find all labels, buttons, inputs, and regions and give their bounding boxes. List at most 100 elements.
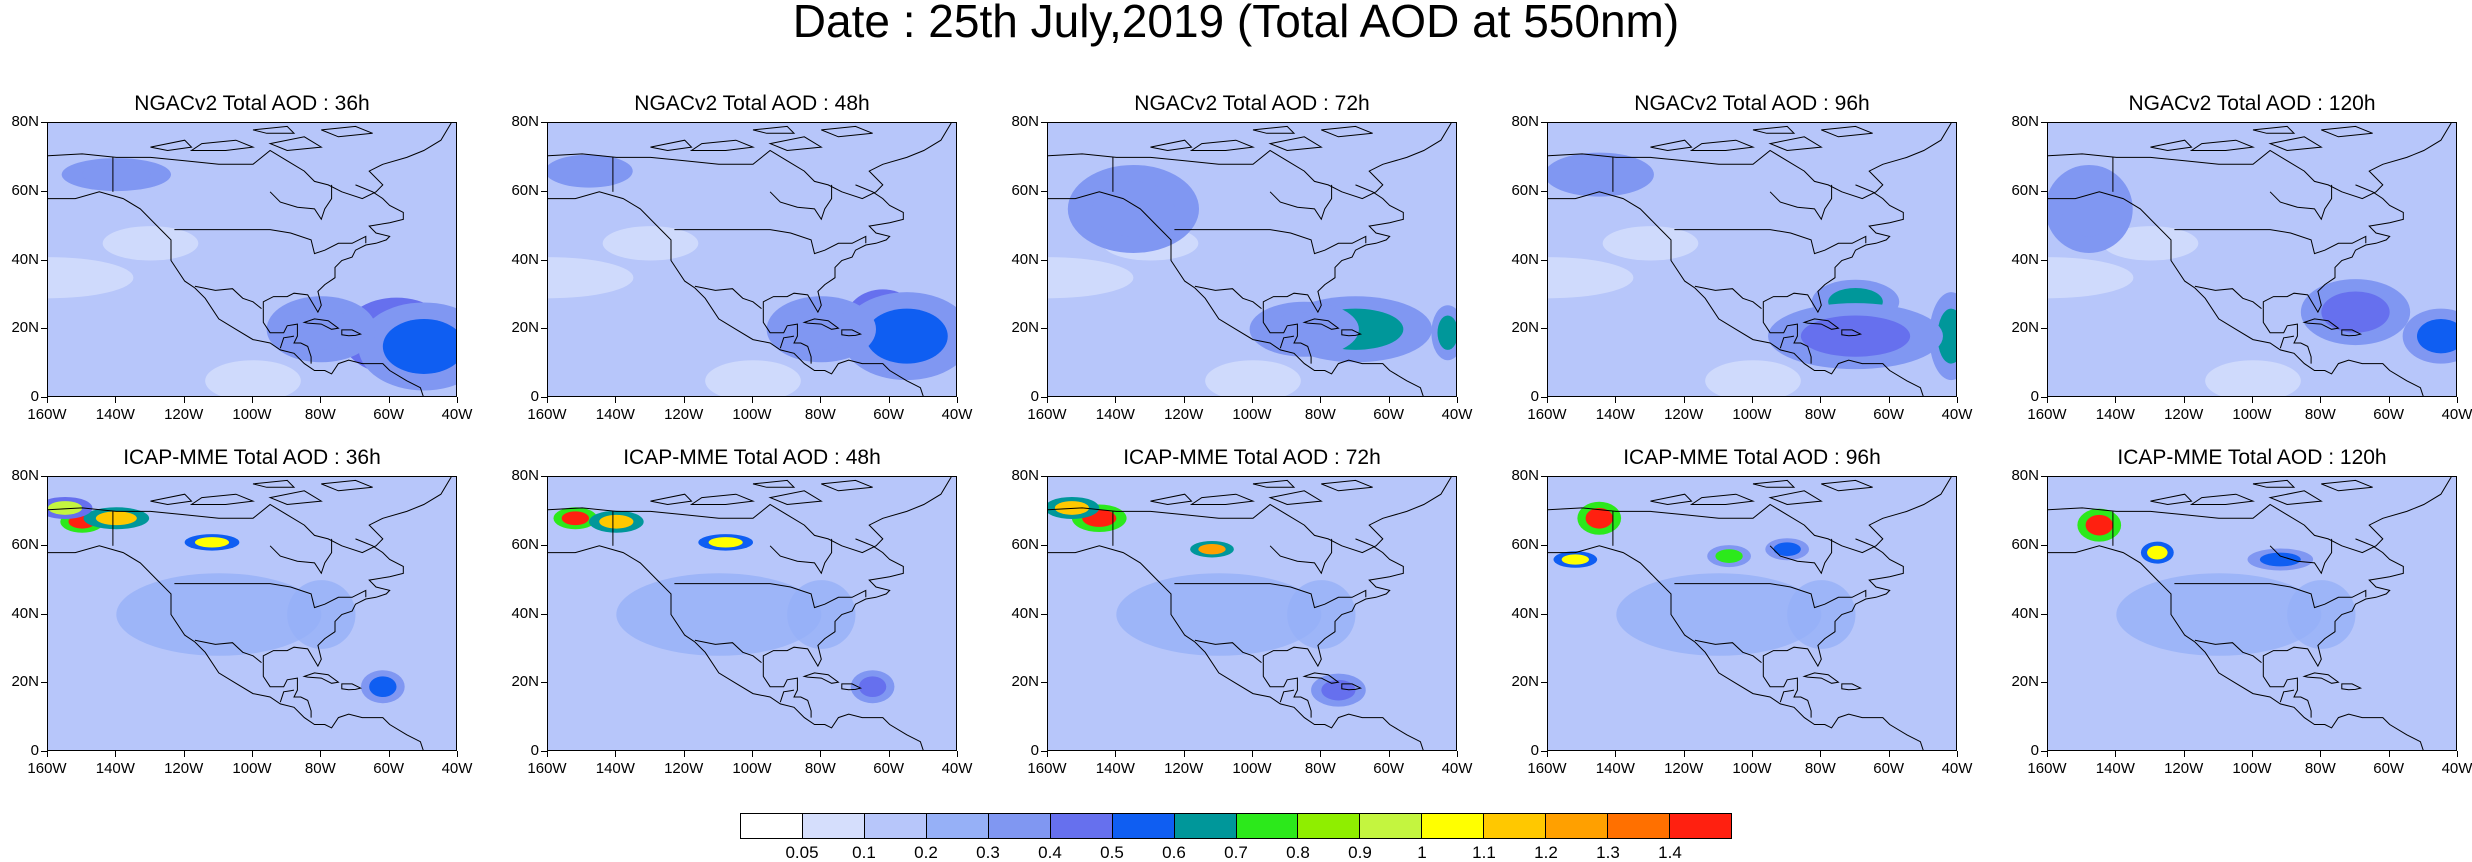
- coastline-yucatan: [762, 662, 812, 718]
- country-border: [1279, 335, 1295, 349]
- x-tick: [1957, 397, 1958, 403]
- aod-background-band: [2116, 573, 2322, 656]
- x-tick: [615, 397, 617, 403]
- x-tick: [1252, 751, 1253, 757]
- x-tick: [1683, 397, 1685, 403]
- island-cuba: [1802, 672, 1840, 684]
- country-border: [674, 229, 867, 255]
- x-tick: [2115, 751, 2117, 757]
- y-tick-label: 60N: [11, 535, 39, 553]
- aod-background-band: [48, 257, 134, 299]
- map-panel-icap-36: ICAP-MME Total AOD : 36h 80N 60N 40N 20N 0 160…: [11, 446, 472, 777]
- x-tick-label: 40W: [941, 406, 973, 423]
- y-tick-label: 80N: [2011, 113, 2039, 130]
- panel-title: ICAP-MME Total AOD : 36h: [123, 446, 381, 469]
- arctic-island: [1689, 493, 1755, 505]
- coastline-arctic: [1048, 477, 1452, 554]
- x-tick-label: 60W: [1873, 760, 1905, 777]
- arctic-island: [1189, 139, 1255, 151]
- y-tick: [41, 544, 47, 546]
- x-tick: [457, 397, 458, 403]
- colorbar-label: 0.3: [976, 843, 1000, 862]
- y-tick-label: 60N: [511, 535, 539, 553]
- x-tick-label: 160W: [27, 406, 67, 423]
- y-tick: [1541, 613, 1547, 615]
- x-tick-label: 140W: [2095, 760, 2135, 777]
- aod-plume: [287, 308, 356, 350]
- y-tick: [541, 328, 547, 330]
- country-border: [1194, 639, 1262, 663]
- y-tick-label: 20N: [2011, 319, 2039, 337]
- y-tick-label: 60N: [511, 181, 539, 199]
- x-tick: [1820, 751, 1822, 757]
- y-tick-label: 60N: [2011, 181, 2039, 199]
- colorbar-segment: [1608, 814, 1671, 838]
- coastline-pacific: [48, 545, 424, 750]
- x-tick: [115, 397, 117, 403]
- x-tick-label: 120W: [664, 760, 704, 777]
- island-cuba: [2302, 672, 2340, 684]
- coastline-atlantic: [2262, 184, 2404, 314]
- y-tick: [541, 613, 547, 615]
- aod-background-band: [2102, 226, 2199, 261]
- y-tick-label: 0: [1030, 388, 1039, 405]
- island-cuba: [302, 318, 340, 330]
- y-tick: [2041, 476, 2047, 477]
- colorbar-segment: [1422, 814, 1485, 838]
- colorbar-label: 0.2: [914, 843, 938, 862]
- colorbar-label: 1.4: [1658, 843, 1682, 862]
- x-tick: [2388, 397, 2390, 403]
- coastline-pacific: [548, 191, 924, 396]
- arctic-island: [1821, 125, 1873, 138]
- aod-map: [548, 477, 952, 750]
- coastline-hudson-bay: [2269, 538, 2333, 575]
- arctic-island: [268, 136, 323, 152]
- coastline-atlantic: [1762, 184, 1904, 314]
- country-border: [1694, 285, 1762, 309]
- aod-background-band: [1616, 573, 1822, 656]
- y-tick-label: 80N: [11, 113, 39, 130]
- island-hispaniola: [2341, 329, 2363, 337]
- arctic-island: [768, 136, 823, 152]
- coastline-atlantic: [1762, 538, 1904, 668]
- island-cuba: [302, 672, 340, 684]
- coastline-yucatan: [1762, 308, 1812, 364]
- y-tick: [41, 613, 47, 615]
- colorbar-segment: [988, 814, 1051, 838]
- coastline-hudson-bay: [1269, 184, 1333, 221]
- x-tick: [1457, 397, 1458, 403]
- colorbar-label: 0.8: [1286, 843, 1310, 862]
- x-tick-label: 140W: [1595, 760, 1635, 777]
- y-tick: [1541, 122, 1547, 123]
- x-tick-label: 160W: [527, 406, 567, 423]
- x-tick: [957, 397, 958, 403]
- y-tick: [1041, 397, 1047, 398]
- x-tick-label: 80W: [1304, 760, 1336, 777]
- x-tick-label: 60W: [873, 406, 905, 423]
- aod-plume: [2259, 552, 2301, 567]
- y-tick-label: 40N: [2011, 250, 2039, 268]
- map-panel-ngac-120: NGACv2 Total AOD : 120h 80N 60N 40N 20N 0 160W…: [2011, 92, 2472, 423]
- y-tick: [2041, 613, 2047, 615]
- coastline-yucatan: [1262, 308, 1312, 364]
- y-tick-label: 80N: [1511, 113, 1539, 130]
- country-border: [1779, 335, 1795, 349]
- arctic-island: [752, 125, 796, 134]
- coastline-arctic: [48, 123, 452, 200]
- island-hispaniola: [1841, 683, 1863, 691]
- arctic-island: [2268, 490, 2323, 506]
- y-tick-label: 20N: [1011, 673, 1039, 691]
- y-tick-label: 0: [30, 388, 39, 405]
- country-border: [194, 639, 262, 663]
- coastline-yucatan: [1262, 662, 1312, 718]
- aod-plume: [382, 318, 456, 374]
- aod-plume: [1800, 315, 1911, 357]
- y-tick-label: 20N: [2011, 673, 2039, 691]
- arctic-island: [650, 493, 693, 506]
- aod-background-band: [2287, 580, 2356, 649]
- y-tick-label: 80N: [511, 113, 539, 130]
- island-cuba: [1302, 318, 1340, 330]
- country-border: [779, 335, 795, 349]
- colorbar-label: 1: [1417, 843, 1427, 862]
- arctic-island: [321, 479, 373, 492]
